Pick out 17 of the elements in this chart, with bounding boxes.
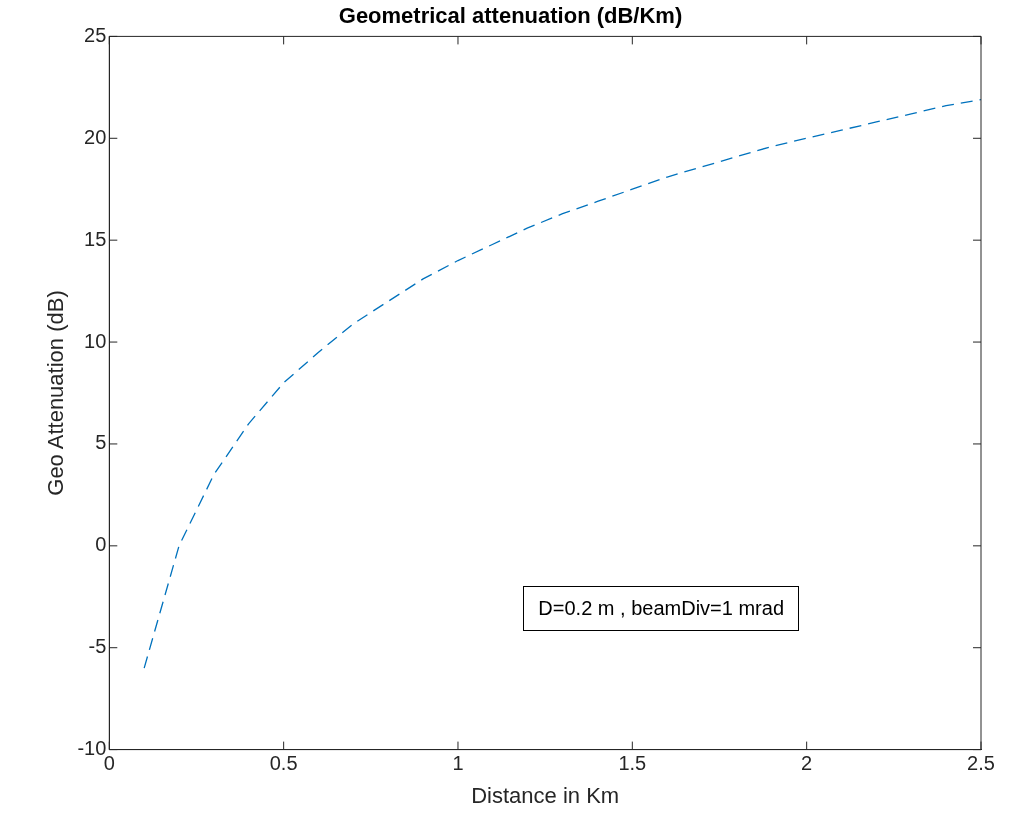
x-tick-label: 2.5 [967,752,995,775]
y-tick-label: 15 [84,227,107,250]
x-tick-label: 1 [452,752,464,775]
y-tick-label: 10 [84,329,107,352]
y-tick-label: 20 [84,125,107,148]
x-tick-label: 0.5 [269,752,298,775]
y-tick-label: -5 [88,635,107,658]
y-axis-title: Geo Attenuation (dB) [43,290,69,496]
x-axis-title: Distance in Km [471,782,620,808]
y-tick-label: 0 [95,533,107,556]
x-tick-label: 2 [801,752,813,775]
x-tick-label: 1.5 [618,752,647,775]
annotation: D=0.2 m , beamDiv=1 mrad [523,585,800,631]
chart-title: Geometrical attenuation (dB/Km) [338,3,683,29]
y-tick-label: 25 [84,23,107,46]
line-series [143,98,981,669]
y-tick-label: 5 [95,431,107,454]
